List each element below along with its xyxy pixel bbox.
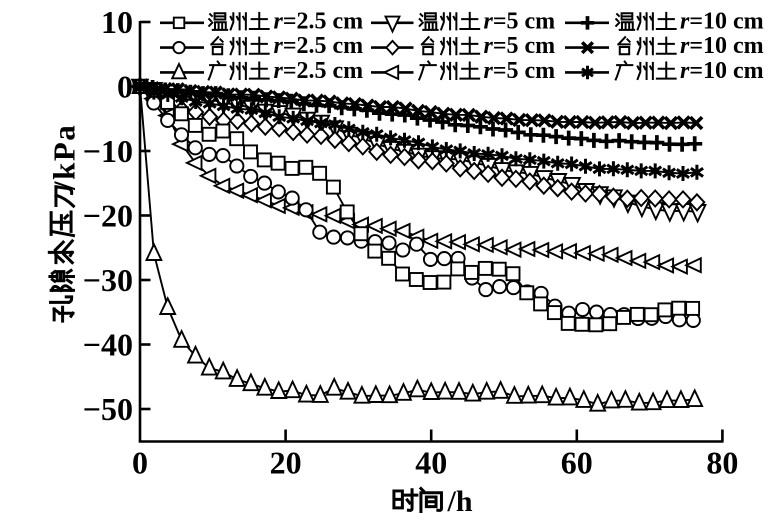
- svg-text:−30: −30: [83, 262, 133, 298]
- svg-text:r=5 cm: r=5 cm: [484, 33, 556, 59]
- svg-text:r=2.5 cm: r=2.5 cm: [274, 33, 364, 59]
- svg-text:r=2.5 cm: r=2.5 cm: [274, 8, 364, 34]
- svg-text:0: 0: [132, 445, 148, 481]
- svg-text:0: 0: [117, 68, 133, 104]
- svg-text:r=10 cm: r=10 cm: [680, 33, 764, 59]
- svg-text:/h: /h: [447, 485, 473, 518]
- svg-text:r=2.5 cm: r=2.5 cm: [274, 58, 364, 84]
- svg-text:−40: −40: [83, 326, 133, 362]
- svg-text:80: 80: [706, 445, 738, 481]
- svg-text:r=10 cm: r=10 cm: [680, 8, 764, 34]
- svg-text:−10: −10: [83, 133, 133, 169]
- svg-text:r=5 cm: r=5 cm: [484, 58, 556, 84]
- svg-text:10: 10: [101, 4, 133, 40]
- svg-text:r=10 cm: r=10 cm: [680, 58, 764, 84]
- svg-text:20: 20: [270, 445, 302, 481]
- svg-text:60: 60: [561, 445, 593, 481]
- svg-text:r=5 cm: r=5 cm: [484, 8, 556, 34]
- svg-text:40: 40: [415, 445, 447, 481]
- svg-text:/kPa: /kPa: [47, 124, 82, 191]
- svg-text:−50: −50: [83, 391, 133, 427]
- svg-text:−20: −20: [83, 197, 133, 233]
